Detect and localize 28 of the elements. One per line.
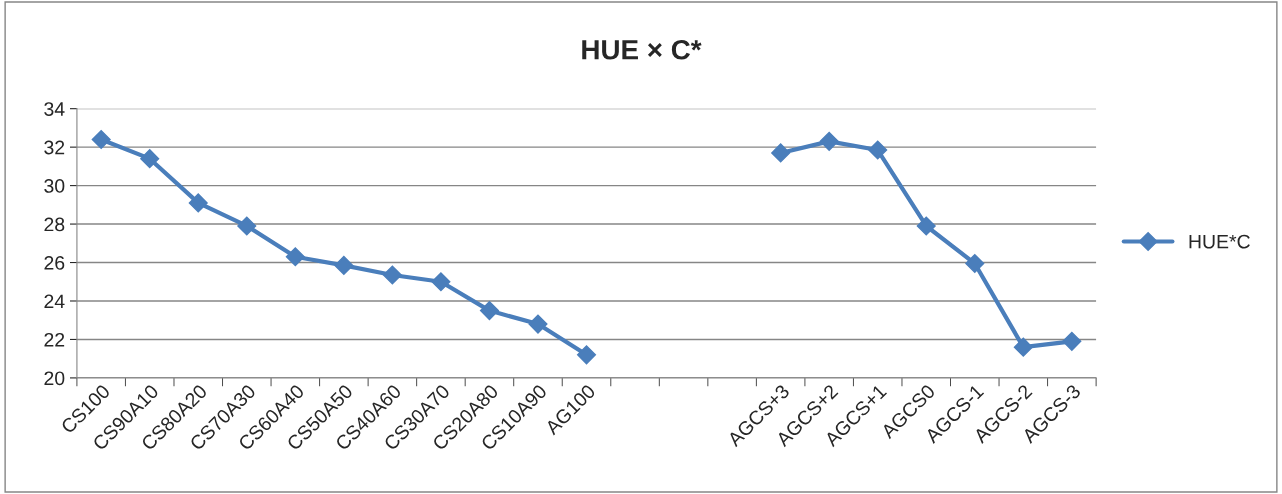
- point: [916, 216, 936, 236]
- y-tick-label: 34: [44, 102, 65, 116]
- point: [91, 129, 111, 149]
- point: [576, 345, 597, 365]
- point: [528, 314, 548, 334]
- point: [334, 255, 354, 275]
- y-tick-label: 22: [44, 332, 65, 347]
- y-tick-label: 32: [44, 140, 65, 155]
- point: [1062, 331, 1082, 351]
- legend-label: HUE*C: [1189, 234, 1250, 249]
- point: [188, 193, 208, 213]
- point: [431, 272, 451, 292]
- point: [1013, 337, 1033, 357]
- y-tick-label: 24: [44, 294, 65, 309]
- point: [771, 143, 791, 163]
- point: [237, 216, 257, 236]
- y-tick-label: 26: [44, 255, 65, 270]
- point: [285, 247, 305, 267]
- point: [140, 149, 160, 169]
- y-tick-label: 30: [44, 179, 65, 193]
- point: [868, 140, 888, 160]
- chart-title: HUE × C*: [582, 39, 702, 60]
- y-tick-label: 20: [44, 371, 65, 386]
- point: [479, 301, 499, 321]
- point: [382, 265, 402, 285]
- point: [819, 131, 839, 151]
- y-tick-label: 28: [44, 217, 65, 232]
- point: [965, 253, 985, 274]
